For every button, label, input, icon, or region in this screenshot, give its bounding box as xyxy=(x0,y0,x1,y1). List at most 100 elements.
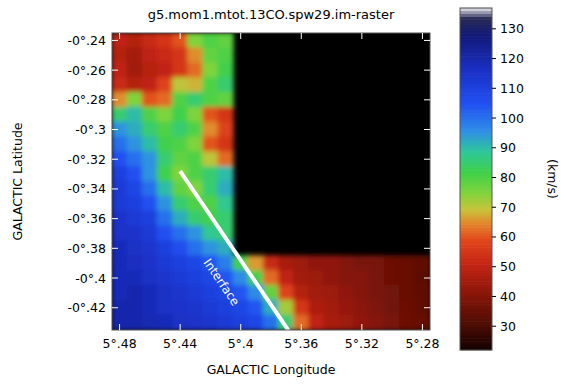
colorbar-tick-label: 30 xyxy=(500,319,516,334)
cell xyxy=(142,315,158,330)
cell xyxy=(127,285,143,301)
cell xyxy=(157,226,173,242)
cell xyxy=(202,92,218,108)
cell xyxy=(112,300,128,316)
x-tick-label: 5°.32 xyxy=(345,336,379,351)
cell xyxy=(218,33,234,48)
cell xyxy=(112,151,128,167)
y-tick xyxy=(424,188,430,189)
cell xyxy=(142,166,158,182)
cell xyxy=(112,62,128,78)
cell xyxy=(339,270,355,286)
y-tick xyxy=(112,307,118,308)
cell xyxy=(384,255,400,271)
cell xyxy=(157,92,173,108)
y-tick xyxy=(112,278,118,279)
cell xyxy=(187,226,203,242)
cell xyxy=(187,285,203,301)
y-tick xyxy=(424,278,430,279)
cell xyxy=(172,196,188,212)
interface-line xyxy=(180,171,289,330)
cell xyxy=(218,107,234,123)
cell xyxy=(218,122,234,138)
cell xyxy=(187,240,203,256)
cell xyxy=(354,285,370,301)
colorbar-tick-label: 80 xyxy=(500,170,516,185)
cell xyxy=(339,315,355,330)
colorbar-tick-label: 100 xyxy=(500,111,524,126)
colorbar-tick-label: 110 xyxy=(500,81,524,96)
colorbar-label: (km/s) xyxy=(545,159,560,199)
cell xyxy=(157,136,173,152)
cell xyxy=(187,300,203,316)
y-axis-title: GALACTIC Latitude xyxy=(10,122,25,240)
colorbar-tick xyxy=(492,58,496,59)
colorbar-tick xyxy=(492,326,496,327)
cell xyxy=(157,33,173,48)
cell xyxy=(218,196,234,212)
cell xyxy=(399,270,415,286)
cell xyxy=(172,136,188,152)
y-tick-label: -0°.4 xyxy=(75,271,106,286)
cell xyxy=(324,285,340,301)
cell xyxy=(263,255,279,271)
cell xyxy=(202,77,218,93)
cell xyxy=(369,255,385,271)
cell xyxy=(172,62,188,78)
colorbar-tick xyxy=(492,88,496,89)
cell xyxy=(369,285,385,301)
y-tick-label: -0°.26 xyxy=(67,63,106,78)
cell xyxy=(324,255,340,271)
cell xyxy=(142,62,158,78)
cell xyxy=(112,240,128,256)
cell xyxy=(399,255,415,271)
cell xyxy=(112,33,128,48)
cell xyxy=(127,255,143,271)
cell xyxy=(112,211,128,227)
y-tick xyxy=(424,129,430,130)
cell xyxy=(157,181,173,197)
cell xyxy=(187,47,203,63)
cell xyxy=(202,315,218,330)
colorbar-tick xyxy=(492,147,496,148)
cell xyxy=(384,285,400,301)
cell xyxy=(112,270,128,286)
cell xyxy=(142,122,158,138)
cell xyxy=(157,300,173,316)
cell xyxy=(354,315,370,330)
cell xyxy=(202,240,218,256)
y-tick xyxy=(112,129,118,130)
x-tick xyxy=(361,33,362,39)
cell xyxy=(172,255,188,271)
cell xyxy=(202,107,218,123)
cell xyxy=(157,62,173,78)
cell xyxy=(142,270,158,286)
y-tick-label: -0°.34 xyxy=(67,181,106,196)
cell xyxy=(172,270,188,286)
cell xyxy=(202,285,218,301)
cell xyxy=(399,315,415,330)
cell xyxy=(248,315,264,330)
cell xyxy=(127,107,143,123)
y-tick xyxy=(112,40,118,41)
colorbar-tick xyxy=(492,266,496,267)
title: g5.mom1.mtot.13CO.spw29.im-raster xyxy=(148,7,395,22)
x-tick xyxy=(180,324,181,330)
cell xyxy=(278,270,294,286)
cell xyxy=(218,166,234,182)
y-tick xyxy=(112,248,118,249)
colorbar-tick-label: 60 xyxy=(500,229,516,244)
cell xyxy=(293,255,309,271)
cell xyxy=(172,92,188,108)
cell xyxy=(127,122,143,138)
colorbar-tick xyxy=(492,177,496,178)
cell xyxy=(187,151,203,167)
cell xyxy=(142,181,158,197)
cell xyxy=(187,62,203,78)
y-tick xyxy=(112,188,118,189)
cell xyxy=(172,33,188,48)
y-tick xyxy=(112,99,118,100)
cells xyxy=(112,33,430,330)
cell xyxy=(142,136,158,152)
cell xyxy=(127,151,143,167)
